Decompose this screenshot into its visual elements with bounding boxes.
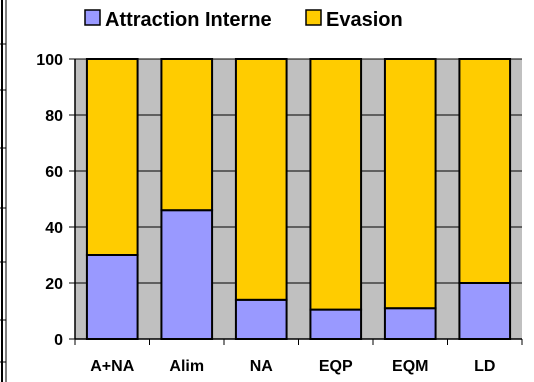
legend-swatch-attraction-interne [84, 9, 101, 26]
x-axis: A+NA Alim NA EQP EQM LD [74, 338, 523, 375]
bar-attraction-interne-eqm [383, 307, 437, 341]
y-axis: 0 20 40 60 80 100 [36, 52, 76, 349]
y-tick-label-0: 0 [54, 332, 63, 349]
x-tick-label-a-na: A+NA [90, 358, 134, 375]
left-panel-edge [0, 0, 7, 382]
x-tick-label-na: NA [250, 358, 274, 375]
plot-background [75, 59, 522, 339]
bars [85, 58, 512, 341]
bar-attraction-interne-alim [160, 209, 214, 340]
y-tick-label-40: 40 [45, 220, 63, 237]
x-tick-label-alim: Alim [169, 358, 204, 375]
y-tick-label-60: 60 [45, 164, 63, 181]
y-tick-label-100: 100 [36, 52, 63, 69]
y-tick-label-20: 20 [45, 276, 63, 293]
bar-evasion-ld [458, 58, 512, 284]
legend-swatch-evasion [305, 9, 322, 26]
x-tick-label-eqm: EQM [392, 358, 428, 375]
bar-attraction-interne-eqp [309, 308, 363, 341]
x-tick-label-ld: LD [474, 358, 495, 375]
legend-label-evasion: Evasion [326, 9, 403, 31]
x-tick-label-eqp: EQP [319, 358, 353, 375]
bar-attraction-interne-na [234, 298, 288, 340]
bar-evasion-a-na [85, 58, 139, 256]
bar-evasion-na [234, 58, 288, 301]
legend-label-attraction-interne: Attraction Interne [105, 9, 272, 31]
bar-attraction-interne-a-na [85, 254, 139, 340]
legend: Attraction Interne Evasion [84, 9, 403, 31]
y-tick-label-80: 80 [45, 108, 63, 125]
bar-evasion-alim [160, 58, 214, 212]
bar-attraction-interne-ld [458, 282, 512, 340]
bar-evasion-eqp [309, 58, 363, 311]
bar-evasion-eqm [383, 58, 437, 310]
